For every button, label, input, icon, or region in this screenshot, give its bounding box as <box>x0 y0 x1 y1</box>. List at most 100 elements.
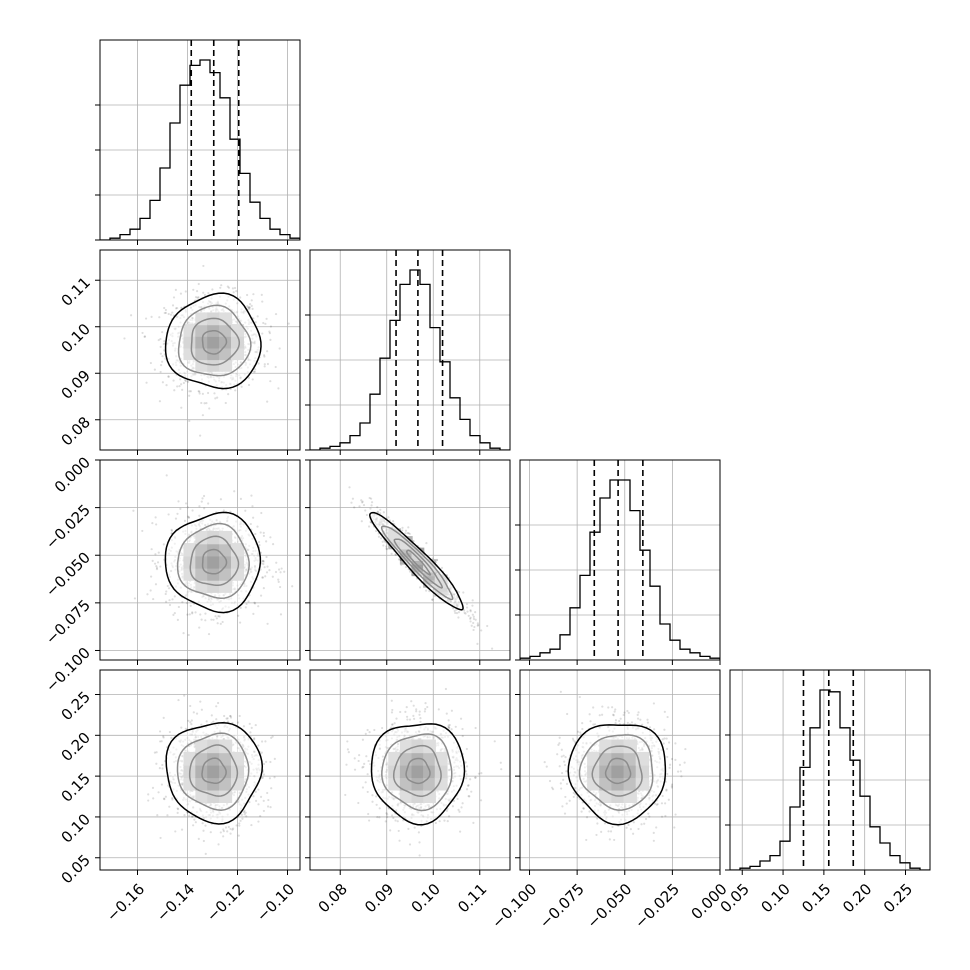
scatter-point <box>455 608 458 611</box>
scatter-point <box>245 293 249 297</box>
scatter-point <box>195 290 199 293</box>
scatter-point <box>168 599 171 602</box>
scatter-point <box>273 757 276 760</box>
scatter-point <box>170 528 173 531</box>
scatter-point <box>198 514 201 517</box>
scatter-point <box>188 390 191 393</box>
scatter-point <box>378 807 381 810</box>
scatter-point <box>179 507 182 511</box>
scatter-point <box>252 612 255 615</box>
scatter-point <box>154 553 157 556</box>
scatter-point <box>181 388 184 391</box>
scatter-point <box>219 622 222 625</box>
scatter-point <box>263 365 266 368</box>
scatter-point <box>171 304 175 307</box>
scatter-point <box>132 509 135 512</box>
scatter-point <box>167 513 170 516</box>
scatter-point <box>217 614 220 618</box>
scatter-point <box>470 624 473 627</box>
scatter-point <box>350 501 353 504</box>
scatter-point <box>215 718 218 721</box>
scatter-point <box>226 720 230 723</box>
scatter-point <box>431 598 434 601</box>
scatter-point <box>384 540 387 544</box>
scatter-point <box>253 370 256 373</box>
scatter-point <box>362 503 366 507</box>
scatter-point <box>169 313 173 316</box>
scatter-point <box>143 335 146 338</box>
scatter-point <box>212 618 215 621</box>
scatter-point <box>264 740 267 743</box>
scatter-point <box>195 712 199 715</box>
scatter-point <box>452 799 456 802</box>
scatter-point <box>260 511 263 515</box>
scatter-point <box>263 566 266 569</box>
scatter-point <box>412 704 415 707</box>
scatter-point <box>257 803 260 806</box>
scatter-point <box>162 342 165 346</box>
scatter-point <box>240 385 243 388</box>
scatter-point <box>248 306 251 309</box>
scatter-point <box>351 497 355 500</box>
scatter-point <box>149 361 152 365</box>
scatter-point <box>227 825 230 829</box>
y-tick-label: −0.025 <box>42 501 94 553</box>
scatter-point <box>361 766 364 769</box>
scatter-point <box>254 321 257 324</box>
scatter-point <box>397 558 401 561</box>
scatter-point <box>154 516 157 519</box>
scatter-point <box>159 337 162 341</box>
scatter-point <box>233 286 237 290</box>
scatter-point <box>249 522 252 526</box>
scatter-point <box>454 611 457 614</box>
scatter-point <box>173 595 176 598</box>
scatter-point <box>226 717 229 720</box>
panel-content <box>100 460 300 660</box>
scatter-point <box>231 287 235 290</box>
scatter-point <box>455 612 459 615</box>
scatter-point <box>398 839 401 842</box>
scatter-point <box>365 755 368 758</box>
scatter-point <box>243 813 246 816</box>
scatter-point <box>248 800 251 804</box>
scatter-point <box>184 290 187 293</box>
scatter-point <box>247 306 250 310</box>
scatter-point <box>207 291 210 295</box>
scatter-point <box>471 613 474 616</box>
scatter-point <box>394 553 397 556</box>
scatter-point <box>183 519 187 522</box>
scatter-point <box>252 370 255 373</box>
scatter-point <box>198 626 201 629</box>
scatter-point <box>189 704 192 708</box>
scatter-point <box>480 629 483 632</box>
scatter-point <box>229 715 232 718</box>
scatter-point <box>381 540 384 543</box>
scatter-point <box>250 494 253 497</box>
scatter-point <box>408 570 412 573</box>
scatter-point <box>263 363 266 366</box>
scatter-point <box>238 822 241 825</box>
scatter-point <box>376 510 380 513</box>
scatter-point <box>213 392 216 395</box>
scatter-point <box>407 526 410 529</box>
scatter-point <box>464 612 467 615</box>
scatter-point <box>141 529 144 533</box>
scatter-point <box>159 370 162 374</box>
scatter-point <box>467 795 470 798</box>
scatter-point <box>197 389 200 393</box>
scatter-point <box>239 606 242 609</box>
scatter-point <box>258 544 261 547</box>
scatter-point <box>387 516 390 519</box>
scatter-point <box>392 519 395 523</box>
scatter-point <box>270 787 273 790</box>
scatter-point <box>473 625 476 629</box>
scatter-point <box>268 330 271 333</box>
scatter-point <box>234 389 237 392</box>
scatter-point <box>176 306 179 310</box>
scatter-point <box>256 525 259 528</box>
y-tick-label: 0.000 <box>51 453 94 496</box>
scatter-point <box>469 609 472 612</box>
scatter-point <box>365 513 368 517</box>
scatter-point <box>394 819 397 822</box>
scatter-point <box>201 414 205 417</box>
